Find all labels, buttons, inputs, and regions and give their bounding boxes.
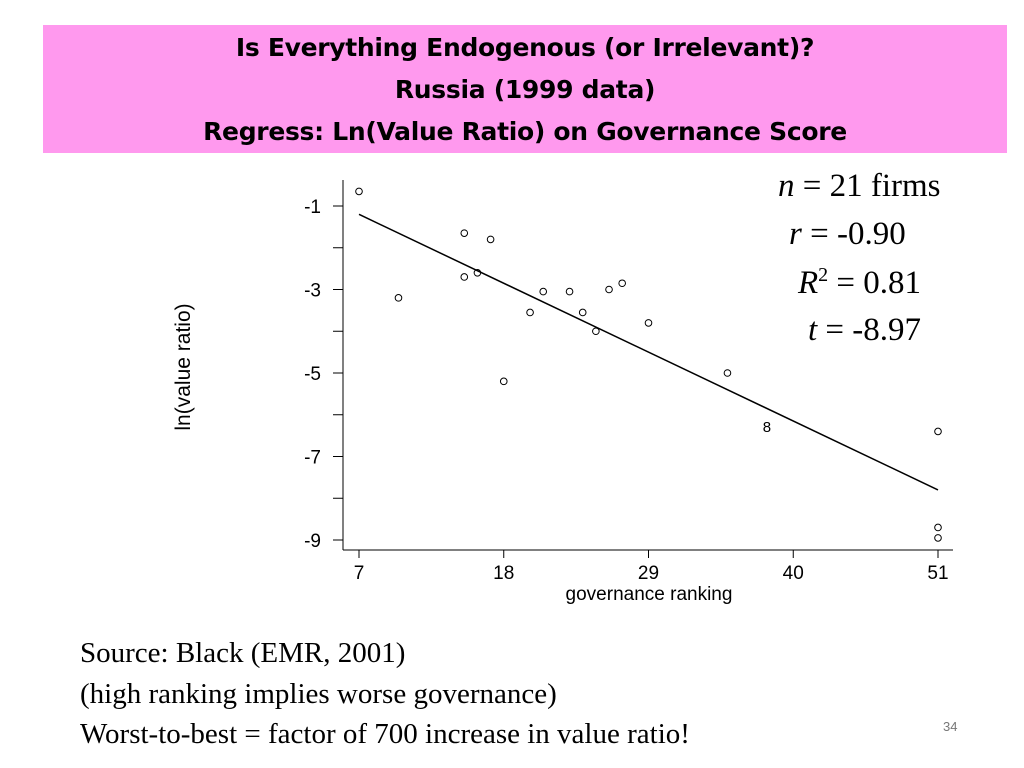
data-point <box>618 279 626 288</box>
title-line-2: Russia (1999 data) <box>394 75 656 104</box>
source-line-3: Worst-to-best = factor of 700 increase i… <box>80 718 690 750</box>
stat-n-var: n <box>778 168 795 204</box>
data-point <box>934 534 942 542</box>
stat-t-var: t <box>808 312 818 348</box>
title-band: Is Everything Endogenous (or Irrelevant)… <box>43 25 1007 153</box>
x-tick-label: 7 <box>354 563 365 584</box>
stat-t: t = -8.97 <box>808 312 921 349</box>
data-point <box>605 285 613 294</box>
x-axis-label: governance ranking <box>566 584 733 605</box>
data-point <box>473 269 482 277</box>
data-point <box>499 377 508 386</box>
stat-r2-sup: 2 <box>818 264 829 286</box>
data-point <box>565 287 574 296</box>
data-point <box>934 427 942 436</box>
data-point <box>723 369 732 377</box>
data-point <box>526 308 534 317</box>
data-point <box>460 229 469 237</box>
data-point <box>486 235 495 244</box>
y-tick-label: -7 <box>304 448 321 469</box>
y-tick-label: -5 <box>304 364 321 385</box>
source-notes: Source: Black (EMR, 2001) (high ranking … <box>80 633 690 755</box>
title-line-3: Regress: Ln(Value Ratio) on Governance S… <box>203 117 847 146</box>
title-line-1: Is Everything Endogenous (or Irrelevant)… <box>235 33 815 62</box>
source-line-1: Source: Black (EMR, 2001) <box>80 637 406 669</box>
x-tick-label: 40 <box>783 563 804 584</box>
stat-t-value: = -8.97 <box>825 312 922 348</box>
stat-n-value: = 21 firms <box>802 168 941 204</box>
x-tick-label: 51 <box>927 563 948 584</box>
y-axis-label: ln(value ratio) <box>172 303 195 430</box>
page-number: 34 <box>943 719 958 734</box>
data-point <box>539 287 548 296</box>
regression-line <box>358 213 939 491</box>
stat-r: r = -0.90 <box>789 216 906 253</box>
stat-r2: R2 = 0.81 <box>798 264 921 302</box>
data-point <box>578 308 587 317</box>
stat-r-var: r <box>789 216 802 252</box>
data-point <box>644 319 653 327</box>
x-tick-label: 29 <box>638 563 659 584</box>
stacked-point-label: 8 <box>763 419 771 436</box>
stat-r-value: = -0.90 <box>810 216 906 252</box>
y-tick-label: -1 <box>304 197 321 218</box>
data-point <box>394 294 403 302</box>
data-point <box>355 187 363 196</box>
data-point <box>460 273 469 281</box>
source-line-2: (high ranking implies worse governance) <box>80 677 557 710</box>
x-tick-label: 18 <box>493 563 514 584</box>
data-point <box>592 327 600 336</box>
stat-r2-var: R <box>798 265 819 301</box>
stat-n: n = 21 firms <box>778 168 941 205</box>
stat-r2-value: = 0.81 <box>836 265 922 301</box>
y-tick-label: -9 <box>304 531 321 552</box>
data-point <box>934 523 942 532</box>
y-tick-label: -3 <box>304 281 321 302</box>
